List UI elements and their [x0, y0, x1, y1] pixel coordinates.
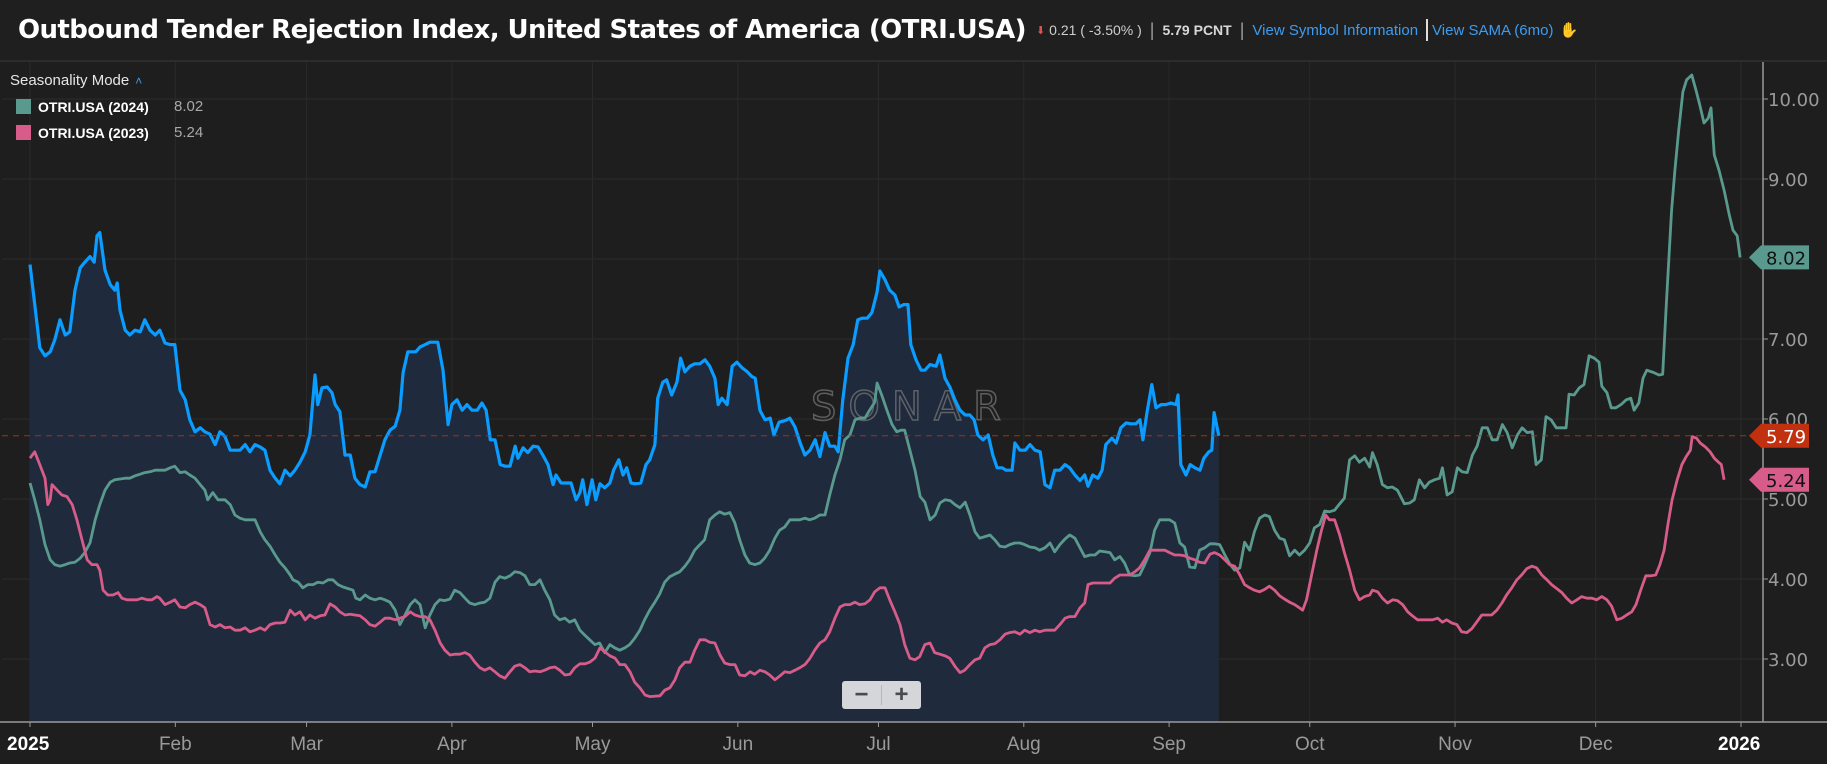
x-tick-label: Aug	[1007, 734, 1041, 755]
price-label-text: 5.24	[1766, 471, 1806, 492]
current-value: 5.79 PCNT	[1162, 22, 1232, 38]
legend-item-value: 5.24	[174, 124, 204, 141]
view-sama-link[interactable]: View SAMA (6mo)	[1432, 21, 1554, 39]
x-tick-label: Dec	[1579, 734, 1613, 755]
zoom-out-button[interactable]: −	[854, 681, 869, 708]
price-label: 8.02	[1749, 245, 1809, 270]
series-lines	[28, 73, 1742, 698]
y-tick-label: 9.00	[1768, 170, 1808, 191]
series-line-otri-usa-2023-	[28, 435, 1726, 698]
x-tick-label: Apr	[437, 734, 467, 755]
price-label-flag	[1749, 423, 1809, 448]
x-tick-label: Nov	[1438, 734, 1472, 755]
series-fill-otri-usa-2025-	[30, 232, 1219, 722]
price-label-text: 8.02	[1766, 248, 1806, 269]
y-tick-label: 5.00	[1768, 490, 1808, 511]
chart-header: Outbound Tender Rejection Index, United …	[0, 0, 1827, 62]
x-tick-label: Feb	[159, 734, 192, 755]
chevron-up-icon[interactable]: ˄	[135, 74, 143, 88]
x-tick-label: Sep	[1152, 734, 1186, 755]
legend-item-name: OTRI.USA (2024)	[38, 98, 149, 115]
legend-item-name: OTRI.USA (2023)	[38, 124, 149, 141]
y-tick-label: 4.00	[1768, 570, 1808, 591]
separator: |	[1239, 19, 1245, 40]
legend-item[interactable]: OTRI.USA (2023) 5.24	[16, 124, 203, 141]
chart-hand-icon[interactable]: ✋	[1559, 22, 1579, 39]
legend-item-value: 8.02	[174, 98, 204, 115]
area-fills	[30, 232, 1219, 722]
series-line-otri-usa-2024-	[28, 73, 1742, 654]
y-tick-label: 7.00	[1768, 330, 1808, 351]
x-tick-label: 2026	[1718, 734, 1760, 755]
separator	[1426, 19, 1429, 41]
price-label-text: 5.79	[1766, 427, 1806, 448]
seasonality-chart[interactable]: SONAR 2025 Feb Mar Apr May Jun Jul Aug Sep Oct Nov…	[0, 62, 1827, 764]
legend-swatch	[16, 99, 31, 114]
price-label: 5.79	[1749, 423, 1809, 448]
legend-swatch	[16, 125, 31, 140]
change-value: 0.21 ( -3.50% )	[1049, 22, 1142, 38]
x-tick-label: 2025	[7, 734, 50, 755]
seasonality-mode-label[interactable]: Seasonality Mode	[10, 72, 130, 89]
x-tick-label: Oct	[1295, 734, 1325, 755]
x-tick-label: Jun	[723, 734, 754, 755]
divider	[881, 685, 882, 705]
x-tick-label: Jul	[866, 734, 890, 755]
seasonality-mode-toggle[interactable]: Seasonality Mode ˄	[10, 72, 203, 89]
legend-item[interactable]: OTRI.USA (2024) 8.02	[16, 98, 203, 115]
view-symbol-information-link[interactable]: View Symbol Information	[1252, 21, 1419, 39]
page-title: Outbound Tender Rejection Index, United …	[18, 15, 1027, 45]
price-label-flag	[1749, 467, 1809, 492]
down-arrow-icon: ⬇	[1035, 24, 1046, 37]
price-label-flag	[1749, 245, 1809, 270]
legend: Seasonality Mode ˄ OTRI.USA (2024) 8.02 O…	[10, 72, 203, 141]
y-tick-label: 10.00	[1768, 90, 1820, 111]
price-labels: 8.02 5.79 5.24	[1749, 245, 1809, 492]
zoom-controls: − +	[842, 681, 921, 709]
separator: |	[1149, 19, 1155, 40]
price-label: 5.24	[1749, 467, 1809, 492]
zoom-in-button[interactable]: +	[894, 681, 909, 708]
x-tick-label: May	[575, 734, 611, 755]
series-line-otri-usa-2025-	[28, 231, 1221, 507]
y-tick-label: 3.00	[1768, 650, 1808, 671]
x-tick-label: Mar	[290, 734, 323, 755]
